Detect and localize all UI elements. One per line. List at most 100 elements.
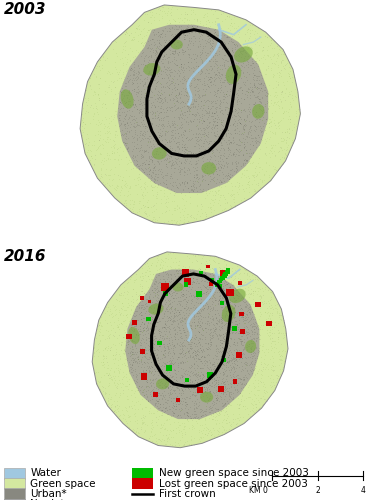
Point [252, 350, 258, 358]
Point [186, 440, 192, 448]
Point [169, 146, 175, 154]
Point [200, 301, 206, 309]
Point [147, 290, 153, 298]
Point [243, 307, 249, 315]
Point [211, 91, 217, 99]
Point [157, 94, 163, 102]
Point [95, 116, 101, 124]
Point [230, 389, 236, 397]
Point [282, 150, 288, 158]
Point [243, 316, 249, 324]
Point [137, 107, 143, 115]
Point [198, 276, 204, 284]
Point [255, 84, 261, 92]
Point [224, 174, 230, 182]
Point [228, 36, 234, 44]
Point [152, 430, 158, 438]
Point [125, 115, 131, 123]
Point [198, 102, 204, 110]
Point [166, 121, 172, 129]
Point [135, 70, 141, 78]
Point [199, 318, 205, 326]
Point [254, 85, 260, 93]
Point [254, 354, 260, 362]
Point [172, 18, 178, 25]
Point [175, 50, 181, 58]
Point [170, 285, 176, 293]
Point [215, 31, 221, 39]
Point [207, 57, 213, 65]
Point [105, 382, 111, 390]
Point [116, 160, 122, 168]
Point [235, 183, 241, 191]
Point [208, 404, 214, 412]
Point [142, 346, 148, 354]
Point [203, 65, 209, 73]
Point [210, 37, 216, 45]
Point [113, 295, 119, 303]
Ellipse shape [245, 340, 256, 353]
Point [280, 109, 286, 117]
Point [172, 26, 178, 34]
Point [236, 185, 242, 193]
Point [155, 356, 161, 364]
Point [164, 18, 170, 26]
Point [186, 364, 192, 372]
Point [235, 404, 241, 412]
Point [212, 392, 218, 400]
Point [123, 341, 129, 349]
Point [250, 315, 256, 323]
Point [237, 335, 243, 343]
Point [136, 356, 142, 364]
Point [148, 82, 154, 90]
Point [204, 372, 210, 380]
Point [251, 82, 257, 90]
Point [212, 326, 218, 334]
Bar [266, 320, 272, 326]
Point [197, 340, 203, 347]
Point [152, 102, 158, 110]
Point [219, 61, 225, 69]
Point [190, 277, 196, 285]
Point [203, 146, 209, 154]
Point [141, 338, 147, 346]
Point [177, 294, 183, 302]
Point [109, 149, 115, 157]
Point [231, 115, 237, 123]
Point [184, 414, 190, 422]
Point [211, 117, 217, 125]
Point [246, 342, 252, 350]
Point [202, 265, 208, 273]
Point [104, 128, 110, 136]
Point [163, 176, 169, 184]
Point [151, 76, 157, 84]
Point [165, 58, 171, 66]
Point [112, 302, 118, 310]
Point [189, 94, 195, 102]
Point [161, 380, 167, 388]
Point [116, 350, 122, 358]
Point [175, 320, 181, 328]
Point [214, 179, 220, 187]
Point [268, 296, 274, 304]
Point [136, 105, 143, 113]
Point [187, 148, 194, 156]
Point [220, 360, 226, 368]
Point [192, 305, 198, 313]
Point [127, 56, 133, 64]
Point [263, 137, 269, 145]
Point [194, 137, 200, 145]
Point [198, 98, 204, 106]
Point [105, 394, 111, 402]
Point [259, 176, 265, 184]
Point [212, 328, 218, 336]
Point [265, 348, 271, 356]
Point [240, 160, 246, 168]
Point [98, 164, 104, 172]
Point [187, 386, 193, 394]
Point [99, 64, 105, 72]
Point [272, 128, 278, 136]
Point [158, 108, 164, 116]
Point [170, 294, 176, 302]
Point [129, 47, 135, 55]
